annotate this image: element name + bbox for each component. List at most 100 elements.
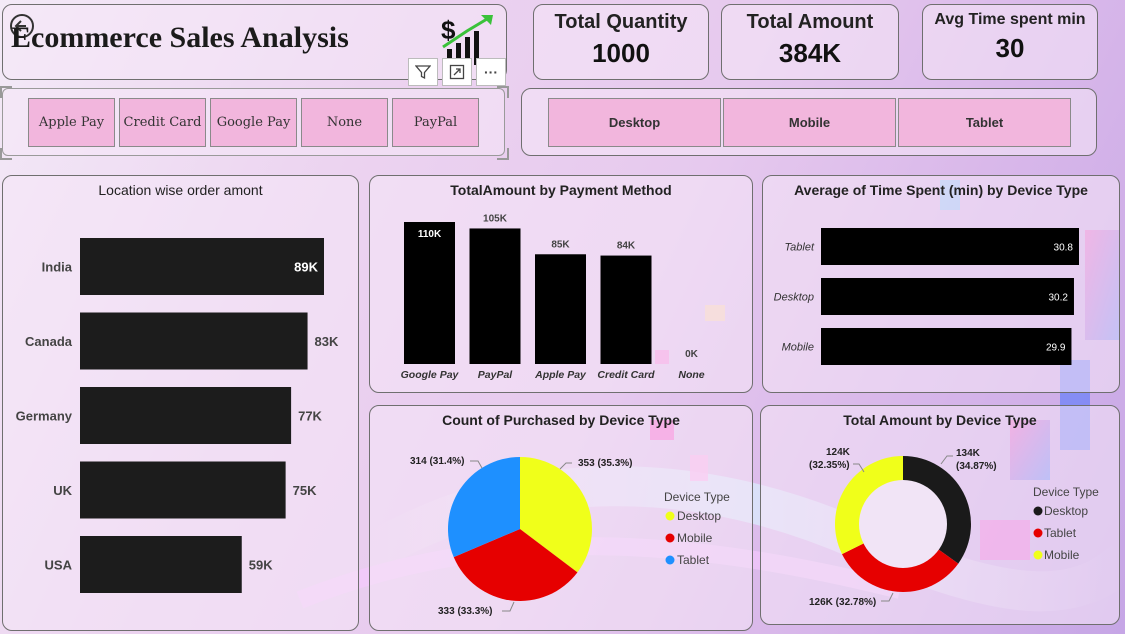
chart-title: Location wise order amont [98,182,263,198]
legend-title: Device Type [664,490,730,504]
legend-marker [1033,550,1043,560]
filter-button[interactable] [408,58,438,86]
legend-label: Desktop [1044,504,1088,518]
chart-title: Average of Time Spent (min) by Device Ty… [794,182,1088,198]
donut-hole [859,480,947,568]
bar [469,228,521,364]
page-title: Ecommerce Sales Analysis [11,21,349,54]
kpi-total-quantity: Total Quantity 1000 [533,4,709,80]
y-tick-label: Tablet [784,242,815,254]
bar [404,222,455,364]
device-slicer-buttons: Desktop Mobile Tablet [548,98,1071,147]
y-tick-label: India [42,260,73,275]
data-label: 59K [249,558,273,573]
leader-line [853,463,865,473]
x-tick-label: PayPal [478,369,514,381]
bar [821,278,1074,315]
x-tick-label: None [678,369,704,381]
location-chart-card: Location wise order amont India 89K Canada… [2,175,359,631]
leader-line [502,601,515,612]
svg-text:$: $ [441,15,456,45]
leader-line [940,455,953,465]
pie-slice [453,529,578,601]
kpi-label: Avg Time spent min [934,11,1086,28]
back-arrow-icon[interactable] [9,13,35,44]
data-label: 353 (35.3%) [578,458,632,469]
bar [80,461,286,519]
data-label: 83K [315,334,339,349]
location-bar-chart: India 89K Canada 83K Germany 77K UK 75K USA 59K [16,238,339,593]
legend-marker [665,555,675,565]
data-label: 126K (32.78%) [809,597,876,608]
data-label: 124K [826,447,851,458]
legend-marker [665,511,675,521]
pie-slice [448,456,520,558]
data-label: 110K [418,229,442,240]
kpi-total-amount: Total Amount 384K [721,4,899,80]
legend-marker [1033,506,1043,516]
kpi-avg-time: Avg Time spent min 30 [922,4,1098,80]
leader-line [881,592,894,602]
data-label: 105K [483,213,508,224]
slicer-desktop[interactable]: Desktop [548,98,721,147]
legend-label: Desktop [677,509,721,523]
x-tick-label: Credit Card [597,369,655,381]
data-label: (34.87%) [956,461,997,472]
bar [80,387,292,444]
bar [80,312,308,370]
leader-line [470,460,483,469]
data-label: 75K [293,483,317,498]
kpi-value: 1000 [592,38,650,68]
slicer-apple-pay[interactable]: Apple Pay [28,98,115,147]
data-label: 0K [685,349,699,360]
kpi-label: Total Quantity [554,11,688,33]
leader-line [559,462,572,470]
amount-donut-card: Total Amount by Device Type 134K (34.87%)… [760,405,1120,625]
legend-marker [1033,528,1043,538]
slicer-none[interactable]: None [301,98,388,147]
y-tick-label: UK [53,483,72,498]
data-label: 84K [617,241,636,252]
chart-title: Count of Purchased by Device Type [442,412,680,428]
data-label: 30.2 [1049,293,1069,304]
selection-corner [0,86,12,98]
data-label: 134K [956,448,981,459]
selection-corner [0,148,12,160]
y-tick-label: USA [45,558,73,573]
payment-bar-chart: 110K Google Pay 105K PayPal 85K Apple Pay 84K C… [401,213,705,381]
focus-mode-button[interactable] [442,58,472,86]
y-tick-label: Desktop [774,292,814,304]
focus-mode-icon [449,64,465,80]
bar [80,238,324,295]
bar [535,254,586,364]
slicer-paypal[interactable]: PayPal [392,98,479,147]
kpi-value: 384K [778,38,842,68]
payment-slicer-buttons: Apple Pay Credit Card Google Pay None Pa… [28,98,479,147]
more-options-icon: ··· [484,64,498,80]
pie-slice [520,457,592,573]
bar [80,536,242,593]
slicer-google-pay[interactable]: Google Pay [210,98,297,147]
bar [821,228,1079,265]
data-label: 314 (31.4%) [410,456,464,467]
chart-title: Total Amount by Device Type [843,412,1037,428]
legend-label: Tablet [677,553,710,567]
y-tick-label: Germany [16,409,73,424]
dollar-growth-icon: $ [437,11,497,74]
kpi-value: 30 [995,33,1025,63]
data-label: 89K [294,260,318,275]
bar [600,255,652,364]
data-label: 85K [551,239,570,250]
slicer-credit-card[interactable]: Credit Card [119,98,206,147]
slicer-mobile[interactable]: Mobile [723,98,896,147]
selection-corner [497,86,509,98]
x-tick-label: Google Pay [401,369,460,381]
legend-label: Mobile [677,531,713,545]
legend-title: Device Type [1033,485,1099,499]
count-pie-card: Count of Purchased by Device Type 353 (3… [369,405,753,631]
slicer-tablet[interactable]: Tablet [898,98,1071,147]
filter-icon [415,65,431,80]
legend-label: Tablet [1044,526,1077,540]
y-tick-label: Mobile [782,342,814,354]
more-options-button[interactable]: ··· [476,58,506,86]
